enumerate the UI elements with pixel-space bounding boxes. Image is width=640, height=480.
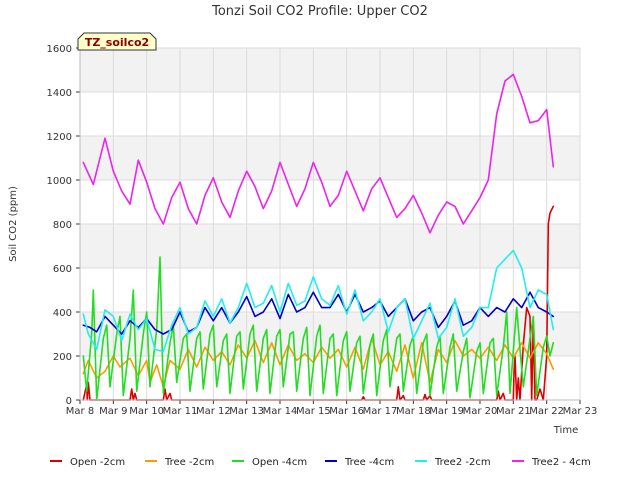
legend-label-tree2-4cm: Tree2 - 4cm xyxy=(531,457,591,468)
x-tick-label: Mar 11 xyxy=(163,406,198,417)
legend: Open -2cm Tree -2cm Open -4cm Tree -4cm Tree… xyxy=(50,457,591,468)
plot-band xyxy=(80,224,580,268)
x-tick-label: Mar 8 xyxy=(66,406,94,417)
series-line-tree2-4cm xyxy=(82,73,555,234)
x-tick-label: Mar 16 xyxy=(329,406,364,417)
legend-label-tree-4cm: Tree -4cm xyxy=(344,457,394,468)
y-tick-label: 400 xyxy=(53,308,72,319)
legend-label-tree-2cm: Tree -2cm xyxy=(164,457,214,468)
x-tick-label: Mar 10 xyxy=(129,406,164,417)
x-tick-label: Mar 9 xyxy=(99,406,127,417)
plot-band xyxy=(80,136,580,180)
y-tick-label: 800 xyxy=(53,220,72,231)
series-line-tree-4cm xyxy=(82,291,555,335)
chart-title: Tonzi Soil CO2 Profile: Upper CO2 xyxy=(211,4,428,19)
x-tick-label: Mar 13 xyxy=(229,406,264,417)
x-tick-label: Mar 12 xyxy=(196,406,231,417)
y-tick-label: 1200 xyxy=(47,132,72,143)
x-tick-label: Mar 23 xyxy=(563,406,598,417)
x-tick-label: Mar 22 xyxy=(529,406,564,417)
legend-label-tree2-2cm: Tree2 -2cm xyxy=(434,457,491,468)
x-tick-label: Mar 18 xyxy=(396,406,431,417)
annotation-box: TZ_soilco2 xyxy=(77,32,157,51)
x-tick-label: Mar 21 xyxy=(496,406,531,417)
x-tick-label: Mar 14 xyxy=(263,406,298,417)
annotation-frame xyxy=(77,32,157,51)
plot-area xyxy=(80,48,580,356)
x-tick-label: Mar 17 xyxy=(363,406,398,417)
x-tick-label: Mar 20 xyxy=(463,406,498,417)
legend-label-open-4cm: Open -4cm xyxy=(252,457,307,468)
series-line-open-4cm xyxy=(82,256,555,401)
x-axis-label: Time xyxy=(553,425,578,436)
series-layer xyxy=(82,73,555,401)
y-axis-label: Soil CO2 (ppm) xyxy=(8,186,19,262)
y-tick-label: 1600 xyxy=(47,44,72,55)
y-tick-label: 0 xyxy=(66,396,72,407)
legend-label-open-2cm: Open -2cm xyxy=(70,457,125,468)
y-tick-label: 200 xyxy=(53,352,72,363)
x-tick-label: Mar 15 xyxy=(296,406,331,417)
plot-band xyxy=(80,48,580,92)
series-line-tree2-2cm xyxy=(82,249,555,353)
y-tick-label: 1000 xyxy=(47,176,72,187)
annotation-label: TZ_soilco2 xyxy=(85,36,149,49)
y-tick-label: 600 xyxy=(53,264,72,275)
y-tick-label: 1400 xyxy=(47,88,72,99)
series-line-open-2cm xyxy=(82,205,555,401)
x-tick-label: Mar 19 xyxy=(429,406,464,417)
